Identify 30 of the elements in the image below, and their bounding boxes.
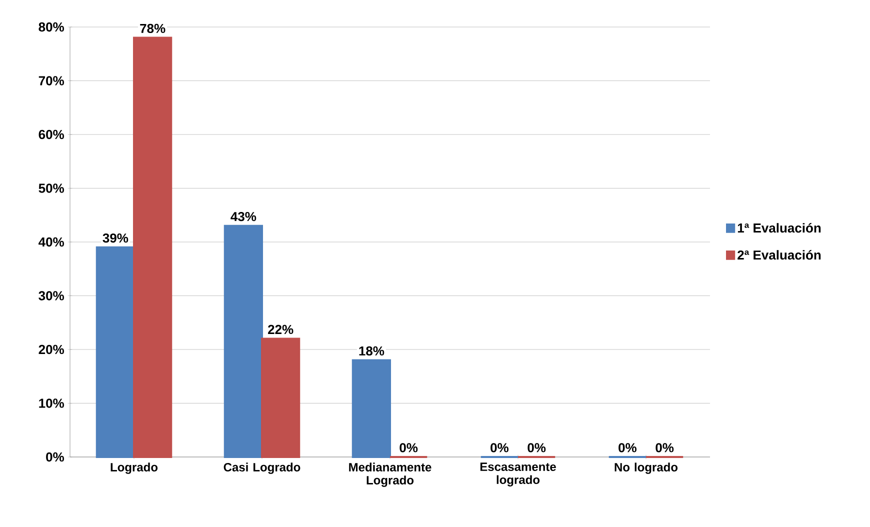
data-label: 78% xyxy=(140,24,166,34)
data-label: 0% xyxy=(400,443,418,452)
data-label: 22% xyxy=(268,324,294,334)
y-tick-label: 50% xyxy=(38,184,64,193)
data-label: 0% xyxy=(490,443,508,452)
y-tick-label: 40% xyxy=(38,237,64,247)
legend-label: 1ª Evaluación xyxy=(738,222,821,233)
y-tick-label: 30% xyxy=(38,291,64,300)
y-tick-label: 10% xyxy=(39,398,64,408)
bar xyxy=(133,36,172,458)
x-tick-label: Medianamente Logrado xyxy=(349,462,432,487)
legend-label: 2ª Evaluación xyxy=(738,250,821,260)
data-label: 43% xyxy=(230,212,256,222)
y-tick-label: 70% xyxy=(38,76,64,86)
data-label: 39% xyxy=(102,233,128,243)
data-label: 18% xyxy=(359,346,384,356)
x-tick-label: Escasamente logrado xyxy=(480,462,556,486)
data-label: 0% xyxy=(656,443,674,452)
bar xyxy=(352,359,392,458)
data-label: 0% xyxy=(528,443,546,452)
bar xyxy=(261,338,300,458)
bar xyxy=(224,224,264,458)
y-tick-label: 60% xyxy=(38,130,64,140)
y-tick-label: 80% xyxy=(38,22,64,32)
data-label: 0% xyxy=(618,443,636,452)
x-tick-label: Casi Logrado xyxy=(224,462,300,474)
y-tick-label: 20% xyxy=(38,344,64,354)
x-tick-label: No logrado xyxy=(614,462,678,474)
x-tick-label: Logrado xyxy=(110,462,158,474)
y-tick-label: 0% xyxy=(46,452,64,462)
